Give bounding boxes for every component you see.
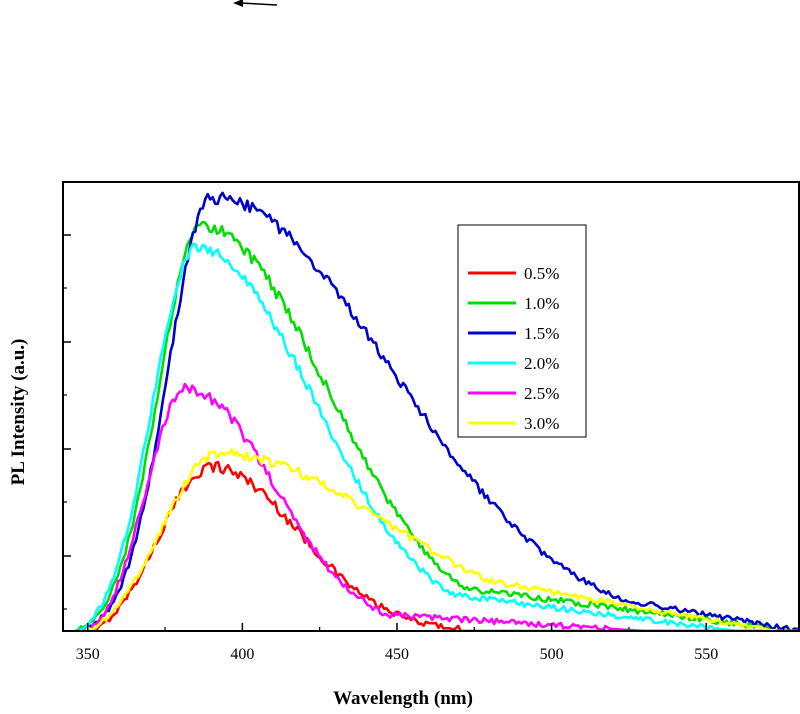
- series-line-25: [87, 382, 798, 630]
- stray-arrow-icon: [233, 0, 278, 7]
- ticks-group: 350 400 450 500 550: [63, 234, 785, 663]
- legend: 0.5% 1.0% 1.5% 2.0% 2.5% 3.0%: [457, 224, 587, 438]
- x-tick-label: 550: [694, 646, 718, 663]
- legend-label: 3.0%: [524, 414, 559, 433]
- legend-label: 1.0%: [524, 294, 559, 313]
- legend-label: 2.5%: [524, 384, 559, 403]
- legend-label: 0.5%: [524, 264, 559, 283]
- legend-box: [457, 224, 587, 438]
- legend-label: 2.0%: [524, 354, 559, 373]
- plot-frame: [62, 181, 800, 632]
- series-group: [74, 191, 798, 630]
- x-axis-title: Wavelength (nm): [333, 688, 473, 709]
- x-tick-label: 400: [230, 646, 254, 663]
- series-line-15: [78, 191, 798, 630]
- series-line-20: [77, 242, 798, 630]
- series-line-05: [93, 460, 798, 630]
- series-line-30: [87, 447, 798, 630]
- y-axis-title: PL Intensity (a.u.): [8, 339, 29, 486]
- legend-label: 1.5%: [524, 324, 559, 343]
- x-tick-label: 350: [76, 646, 100, 663]
- x-tick-label: 450: [385, 646, 409, 663]
- x-tick-label: 500: [540, 646, 564, 663]
